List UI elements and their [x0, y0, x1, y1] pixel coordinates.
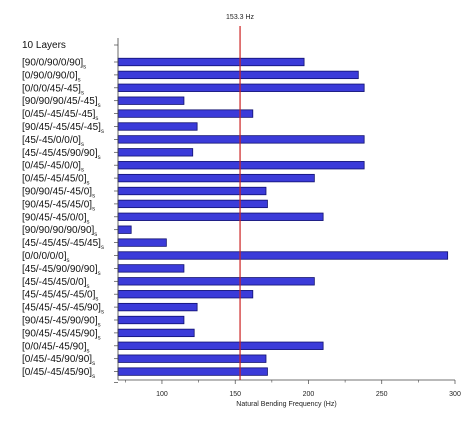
bar: [117, 354, 267, 363]
bar: [117, 341, 324, 350]
bar: [117, 264, 185, 273]
group-label: 10 Layers: [22, 40, 66, 51]
category-label: [45/-45/90/90/90]s: [22, 264, 101, 277]
bar: [117, 109, 254, 118]
x-axis-title: Natural Bending Frequency (Hz): [236, 401, 336, 408]
bar: [117, 173, 315, 183]
category-label: [90/45/-45/0/0]s: [22, 212, 90, 225]
category-label: [45/-45/45/0/0]s: [22, 277, 90, 290]
category-label: [0/45/-45/45/90]s: [22, 367, 95, 380]
category-label: [0/0/45/-45/90]s: [22, 341, 90, 354]
reference-line-group: 153.3 Hz: [226, 14, 255, 380]
bar: [117, 70, 359, 80]
bar: [117, 212, 324, 221]
bar: [117, 290, 254, 299]
bar: [117, 57, 305, 67]
x-tick-label: 150: [229, 391, 241, 398]
category-label: [90/0/90/0/90]s: [22, 58, 86, 71]
bar: [117, 225, 132, 234]
bar: [117, 302, 198, 312]
category-label: [90/90/45/-45/0]s: [22, 187, 95, 200]
category-labels: 10 Layers[90/0/90/0/90]s[0/90/0/90/0]s[0…: [22, 40, 104, 380]
x-tick-label: 200: [303, 391, 315, 398]
x-axis: 100 150 200 250 300 Natural Bending Frequency…: [114, 38, 461, 408]
bar: [117, 96, 185, 105]
category-label: [45/-45/0/0/0]s: [22, 135, 84, 148]
category-label: [90/45/-45/45/0]s: [22, 199, 95, 212]
bar: [117, 328, 195, 338]
bar: [117, 148, 194, 157]
category-label: [45/45/-45/-45/90]s: [22, 303, 104, 316]
category-label: [90/45/-45/90/90]s: [22, 316, 101, 329]
bar: [117, 122, 198, 131]
x-tick-label: 300: [449, 391, 461, 398]
x-tick-label: 250: [376, 391, 388, 398]
category-label: [0/0/0/45/-45]s: [22, 83, 84, 96]
category-label: [90/45/-45/45/-45]s: [22, 122, 104, 135]
category-label: [0/45/-45/90/90]s: [22, 354, 95, 367]
bar: [117, 251, 449, 260]
bar: [117, 367, 268, 376]
bars: [117, 57, 449, 376]
x-tick-label: 100: [156, 391, 168, 398]
bar: [117, 315, 185, 325]
category-label: [90/90/90/45/-45]s: [22, 96, 101, 109]
bar: [117, 238, 167, 247]
category-label: [45/-45/45/-45/0]s: [22, 290, 98, 303]
category-label: [0/90/0/90/0]s: [22, 70, 81, 83]
category-label: [0/0/0/0/0]s: [22, 251, 69, 264]
bar: [117, 83, 365, 92]
category-label: [0/45/-45/0/0]s: [22, 161, 84, 174]
category-label: [90/90/90/90/90]s: [22, 225, 97, 238]
reference-line-label: 153.3 Hz: [226, 14, 255, 21]
bar: [117, 135, 365, 144]
category-label: [90/45/-45/45/90]s: [22, 328, 101, 341]
category-label: [0/45/-45/45/0]s: [22, 174, 90, 187]
bar: [117, 186, 267, 196]
category-label: [0/45/-45/45/-45]s: [22, 109, 98, 122]
bar: [117, 199, 268, 209]
category-label: [45/-45/45/-45/45]s: [22, 238, 104, 251]
bar: [117, 161, 365, 170]
bar: [117, 277, 315, 286]
category-label: [45/-45/45/90/90]s: [22, 148, 101, 161]
